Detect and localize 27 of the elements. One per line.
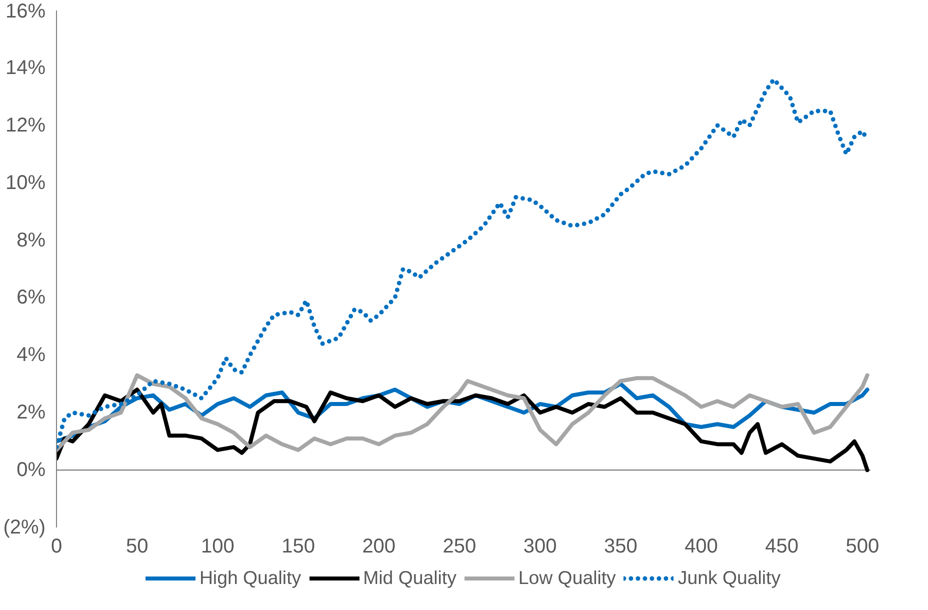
y-tick-label: 16% xyxy=(5,0,46,22)
x-tick-label: 250 xyxy=(442,536,476,558)
x-tick-label: 50 xyxy=(126,536,148,558)
y-tick-label: 2% xyxy=(16,402,46,424)
line-series xyxy=(56,373,870,452)
x-tick-label: 200 xyxy=(362,536,396,558)
legend-label: High Quality xyxy=(199,566,302,588)
y-tick-label: 4% xyxy=(16,344,46,366)
x-tick-label: 150 xyxy=(282,536,315,558)
y-tick-label: 8% xyxy=(16,229,46,252)
legend-label: Low Quality xyxy=(518,566,616,588)
x-tick-label: 400 xyxy=(684,536,718,558)
y-tick-label: (2%) xyxy=(3,516,46,538)
legend-label: Mid Quality xyxy=(363,566,456,588)
x-tick-label: 300 xyxy=(523,536,557,558)
x-tick-label: 0 xyxy=(50,536,62,558)
y-tick-label: 10% xyxy=(5,172,46,194)
x-tick-label: 100 xyxy=(201,536,234,558)
line-series xyxy=(56,388,870,472)
x-tick-label: 350 xyxy=(604,536,638,558)
legend-label: Junk Quality xyxy=(678,566,781,588)
y-tick-label: 14% xyxy=(5,56,46,79)
y-tick-label: 6% xyxy=(16,286,46,309)
y-tick-label: 12% xyxy=(5,114,46,136)
x-tick-label: 450 xyxy=(765,536,799,558)
x-tick-label: 500 xyxy=(846,536,880,558)
y-tick-label: 0% xyxy=(16,459,46,482)
